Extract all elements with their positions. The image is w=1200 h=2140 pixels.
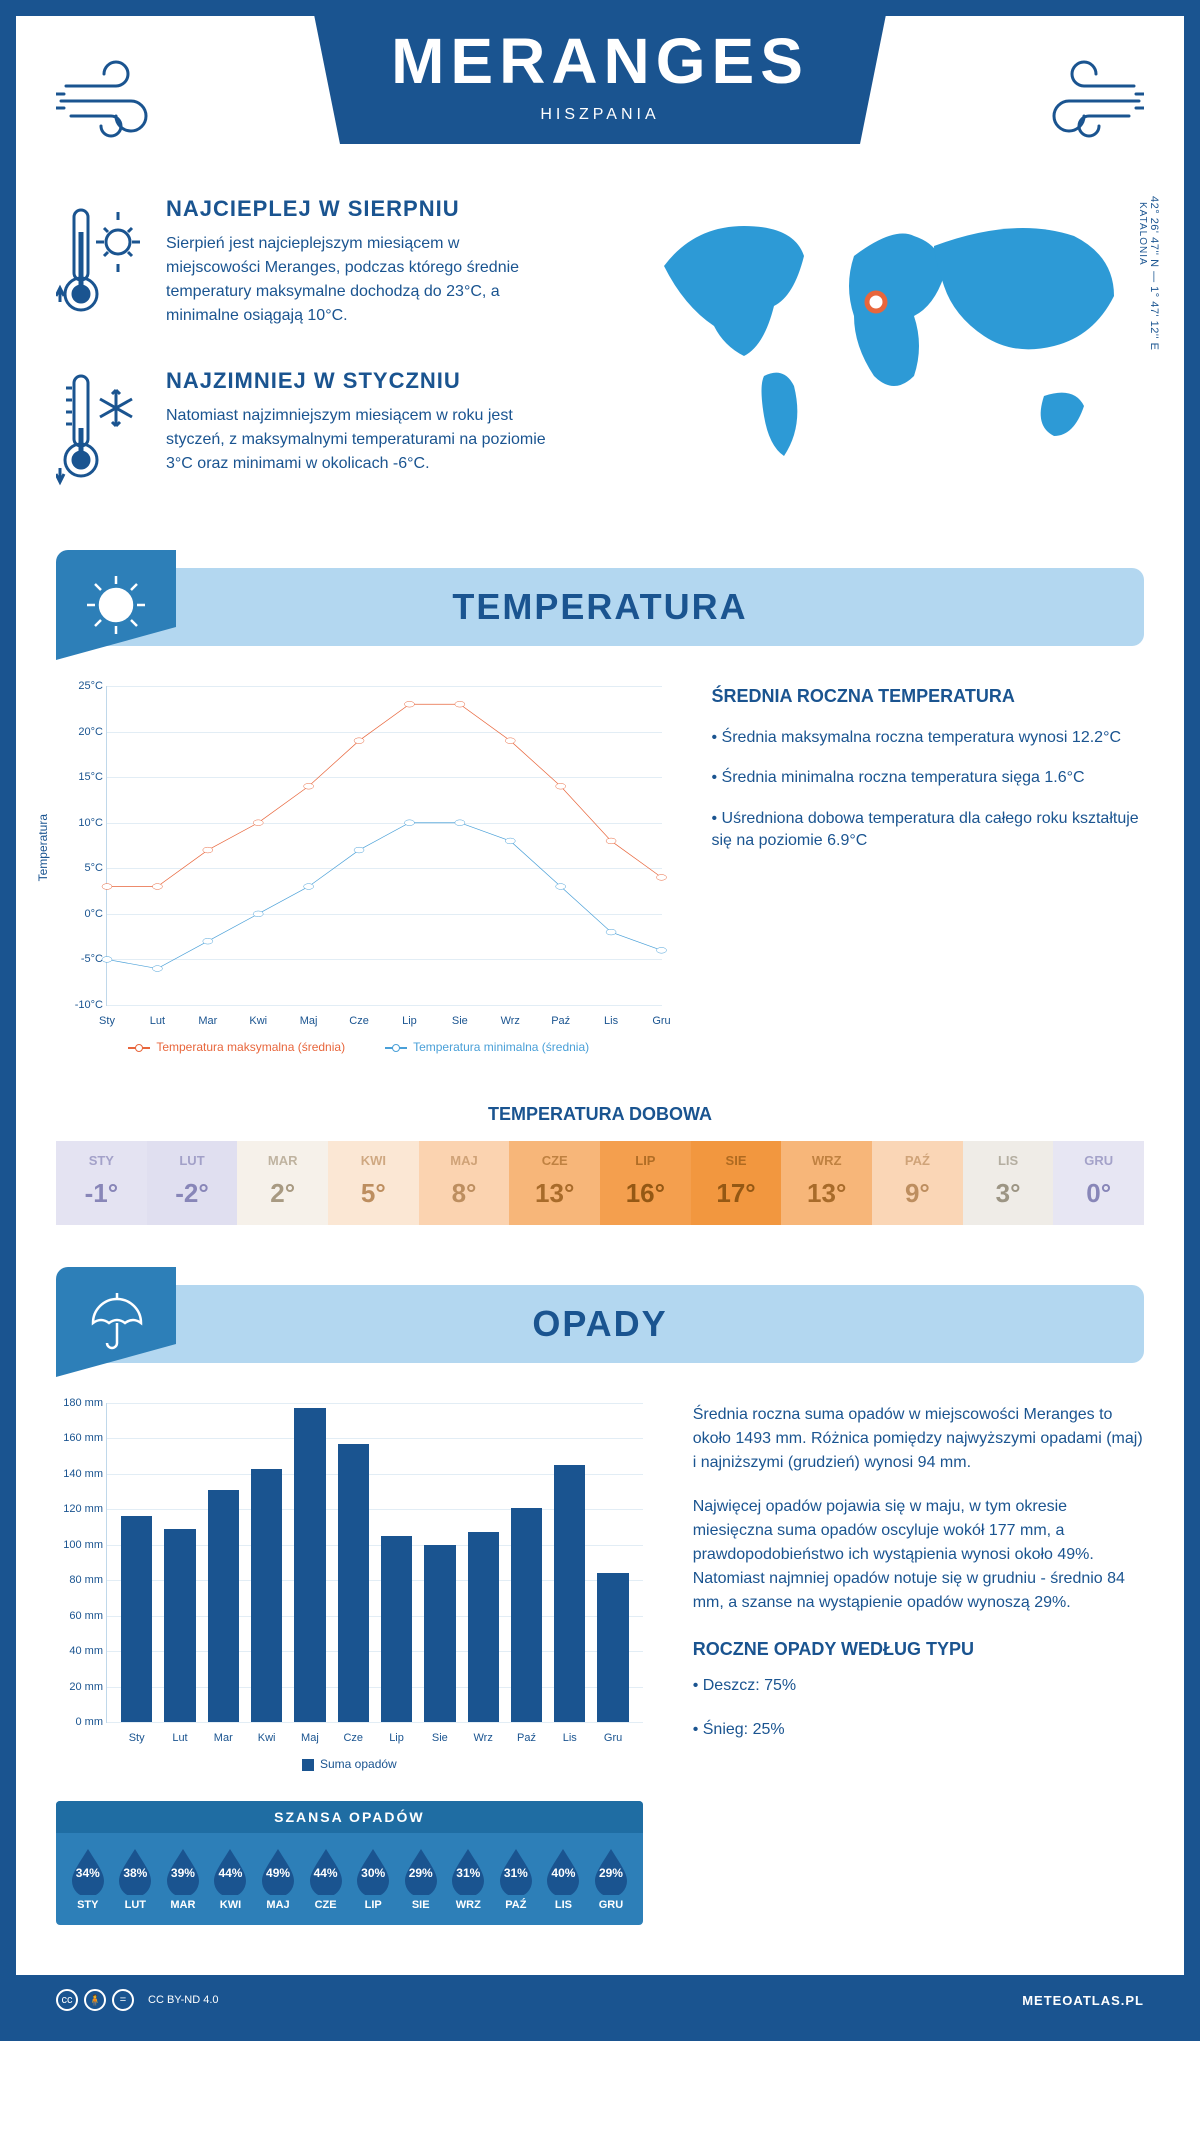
precip-title: OPADY (56, 1303, 1144, 1345)
chance-cell: 34%STY (64, 1845, 112, 1911)
daily-cell: PAŹ9° (872, 1141, 963, 1225)
raindrop-icon: 34% (68, 1845, 108, 1895)
coldest-block: NAJZIMNIEJ W STYCZNIU Natomiast najzimni… (56, 368, 584, 488)
footer: cc 🧍 = CC BY-ND 4.0 METEOATLAS.PL (16, 1975, 1184, 2025)
daily-cell: LUT-2° (147, 1141, 238, 1225)
chance-cell: 30%LIP (349, 1845, 397, 1911)
raindrop-icon: 30% (353, 1845, 393, 1895)
chance-cell: 44%KWI (207, 1845, 255, 1911)
temperature-banner: TEMPERATURA (56, 568, 1144, 646)
site-name: METEOATLAS.PL (1022, 1993, 1144, 2008)
chance-cell: 38%LUT (112, 1845, 160, 1911)
chance-cell: 31%WRZ (445, 1845, 493, 1911)
bar: Gru (597, 1573, 628, 1722)
chance-cell: 31%PAŹ (492, 1845, 540, 1911)
bar: Lut (164, 1529, 195, 1722)
umbrella-icon (56, 1267, 176, 1377)
bar-chart-legend: Suma opadów (56, 1757, 643, 1771)
coordinates: 42° 26' 47'' N — 1° 47' 12'' E KATALONIA (1137, 196, 1160, 350)
bar: Maj (294, 1408, 325, 1722)
daily-cell: WRZ13° (781, 1141, 872, 1225)
bar: Lip (381, 1536, 412, 1722)
daily-temp-title: TEMPERATURA DOBOWA (56, 1104, 1144, 1125)
bar: Sie (424, 1545, 455, 1722)
thermometer-hot-icon (56, 196, 146, 328)
raindrop-icon: 29% (401, 1845, 441, 1895)
bar: Cze (338, 1444, 369, 1722)
world-map: 42° 26' 47'' N — 1° 47' 12'' E KATALONIA (624, 196, 1144, 528)
daily-cell: CZE13° (509, 1141, 600, 1225)
precip-bar-chart: 0 mm20 mm40 mm60 mm80 mm100 mm120 mm140 … (106, 1403, 643, 1723)
header: MERANGES HISZPANIA (16, 16, 1184, 146)
cc-icon: cc (56, 1989, 78, 2011)
temperature-summary: ŚREDNIA ROCZNA TEMPERATURA • Średnia mak… (712, 686, 1145, 1054)
nd-icon: = (112, 1989, 134, 2011)
cc-license: cc 🧍 = CC BY-ND 4.0 (56, 1989, 219, 2011)
raindrop-icon: 31% (496, 1845, 536, 1895)
raindrop-icon: 44% (306, 1845, 346, 1895)
wind-deco-right (1004, 46, 1144, 146)
precip-summary: Średnia roczna suma opadów w miejscowośc… (693, 1403, 1144, 1925)
raindrop-icon: 31% (448, 1845, 488, 1895)
daily-cell: LIP16° (600, 1141, 691, 1225)
raindrop-icon: 49% (258, 1845, 298, 1895)
wind-deco-left (56, 46, 196, 146)
warmest-text: Sierpień jest najcieplejszym miesiącem w… (166, 232, 546, 328)
bar: Paź (511, 1508, 542, 1722)
daily-cell: LIS3° (963, 1141, 1054, 1225)
daily-cell: MAJ8° (419, 1141, 510, 1225)
raindrop-icon: 40% (543, 1845, 583, 1895)
bar: Lis (554, 1465, 585, 1722)
temperature-line-chart: Temperatura -10°C-5°C0°C5°C10°C15°C20°C2… (56, 686, 662, 1054)
country-label: HISZPANIA (391, 106, 809, 124)
warmest-title: NAJCIEPLEJ W SIERPNIU (166, 196, 546, 222)
bar: Kwi (251, 1469, 282, 1722)
sun-icon (56, 550, 176, 660)
warmest-block: NAJCIEPLEJ W SIERPNIU Sierpień jest najc… (56, 196, 584, 328)
intro-section: NAJCIEPLEJ W SIERPNIU Sierpień jest najc… (16, 196, 1184, 528)
by-icon: 🧍 (84, 1989, 106, 2011)
raindrop-icon: 29% (591, 1845, 631, 1895)
thermometer-cold-icon (56, 368, 146, 488)
coldest-title: NAJZIMNIEJ W STYCZNIU (166, 368, 546, 394)
raindrop-icon: 38% (115, 1845, 155, 1895)
precip-banner: OPADY (56, 1285, 1144, 1363)
coldest-text: Natomiast najzimniejszym miesiącem w rok… (166, 404, 546, 476)
daily-cell: STY-1° (56, 1141, 147, 1225)
daily-cell: GRU0° (1053, 1141, 1144, 1225)
chance-cell: 40%LIS (540, 1845, 588, 1911)
chance-cell: 29%GRU (587, 1845, 635, 1911)
title-banner: MERANGES HISZPANIA (311, 0, 889, 144)
raindrop-icon: 39% (163, 1845, 203, 1895)
daily-cell: KWI5° (328, 1141, 419, 1225)
bar: Sty (121, 1516, 152, 1722)
daily-cell: SIE17° (691, 1141, 782, 1225)
city-title: MERANGES (391, 24, 809, 98)
daily-temp-strip: STY-1°LUT-2°MAR2°KWI5°MAJ8°CZE13°LIP16°S… (56, 1141, 1144, 1225)
bar: Mar (208, 1490, 239, 1722)
temperature-title: TEMPERATURA (56, 586, 1144, 628)
raindrop-icon: 44% (210, 1845, 250, 1895)
line-chart-legend: Temperatura maksymalna (średnia) Tempera… (56, 1040, 662, 1054)
chance-cell: 44%CZE (302, 1845, 350, 1911)
daily-cell: MAR2° (237, 1141, 328, 1225)
bar: Wrz (468, 1532, 499, 1722)
chance-cell: 29%SIE (397, 1845, 445, 1911)
chance-cell: 39%MAR (159, 1845, 207, 1911)
precip-chance-strip: SZANSA OPADÓW 34%STY38%LUT39%MAR44%KWI49… (56, 1801, 643, 1925)
chance-cell: 49%MAJ (254, 1845, 302, 1911)
